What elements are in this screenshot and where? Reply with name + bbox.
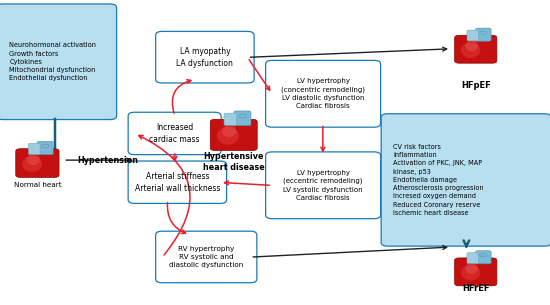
FancyBboxPatch shape xyxy=(455,258,497,286)
Ellipse shape xyxy=(480,31,487,34)
Text: CV risk factors
Inflammation
Activation of PKC, JNK, MAP
kinase, p53
Endothelia : CV risk factors Inflammation Activation … xyxy=(393,144,484,216)
FancyBboxPatch shape xyxy=(210,119,257,150)
Text: Hypertensive
heart disease: Hypertensive heart disease xyxy=(203,152,265,172)
Ellipse shape xyxy=(456,254,495,282)
FancyBboxPatch shape xyxy=(37,141,53,155)
Ellipse shape xyxy=(456,32,495,60)
Text: RV hypertrophy
RV systolic and
diastolic dysfunction: RV hypertrophy RV systolic and diastolic… xyxy=(169,246,243,268)
FancyBboxPatch shape xyxy=(467,253,478,264)
Text: HFrEF: HFrEF xyxy=(462,284,490,293)
FancyBboxPatch shape xyxy=(234,111,251,126)
Ellipse shape xyxy=(212,115,255,147)
FancyBboxPatch shape xyxy=(0,4,117,120)
Ellipse shape xyxy=(461,42,480,58)
Ellipse shape xyxy=(27,154,40,165)
FancyBboxPatch shape xyxy=(16,149,59,178)
Text: Increased
cardiac mass: Increased cardiac mass xyxy=(150,123,200,144)
Text: Arterial stiffness
Arterial wall thickness: Arterial stiffness Arterial wall thickne… xyxy=(135,172,220,193)
Text: Neurohormonal activation
Growth factors
Cytokines
Mitochondrial dysfunction
Endo: Neurohormonal activation Growth factors … xyxy=(9,42,96,81)
Ellipse shape xyxy=(217,127,239,145)
Ellipse shape xyxy=(480,254,487,257)
FancyBboxPatch shape xyxy=(381,114,550,246)
Text: Hypertension: Hypertension xyxy=(77,156,138,165)
FancyBboxPatch shape xyxy=(156,231,257,283)
Ellipse shape xyxy=(42,144,49,148)
Text: LA myopathy
LA dysfunction: LA myopathy LA dysfunction xyxy=(177,47,233,68)
FancyBboxPatch shape xyxy=(128,161,227,203)
Text: HFpEF: HFpEF xyxy=(461,81,491,90)
FancyBboxPatch shape xyxy=(266,60,381,127)
FancyBboxPatch shape xyxy=(476,28,491,41)
FancyBboxPatch shape xyxy=(156,31,254,83)
FancyBboxPatch shape xyxy=(128,112,221,155)
Ellipse shape xyxy=(18,145,57,174)
FancyBboxPatch shape xyxy=(29,143,40,154)
Ellipse shape xyxy=(222,125,236,137)
Ellipse shape xyxy=(465,41,478,51)
FancyBboxPatch shape xyxy=(266,152,381,219)
FancyBboxPatch shape xyxy=(467,30,478,41)
Text: Normal heart: Normal heart xyxy=(14,181,61,188)
Text: LV hypertrophy
(concentric remodeling)
LV diastolic dysfunction
Cardiac fibrosis: LV hypertrophy (concentric remodeling) L… xyxy=(281,78,365,109)
Ellipse shape xyxy=(238,114,246,118)
FancyBboxPatch shape xyxy=(224,113,236,125)
Text: LV hypertrophy
(eccentric remodeling)
LV systolic dysfunction
Cardiac fibrosis: LV hypertrophy (eccentric remodeling) LV… xyxy=(283,170,363,201)
Ellipse shape xyxy=(465,263,478,274)
FancyBboxPatch shape xyxy=(476,251,491,264)
Ellipse shape xyxy=(461,265,480,281)
FancyBboxPatch shape xyxy=(455,35,497,63)
Ellipse shape xyxy=(22,156,42,172)
